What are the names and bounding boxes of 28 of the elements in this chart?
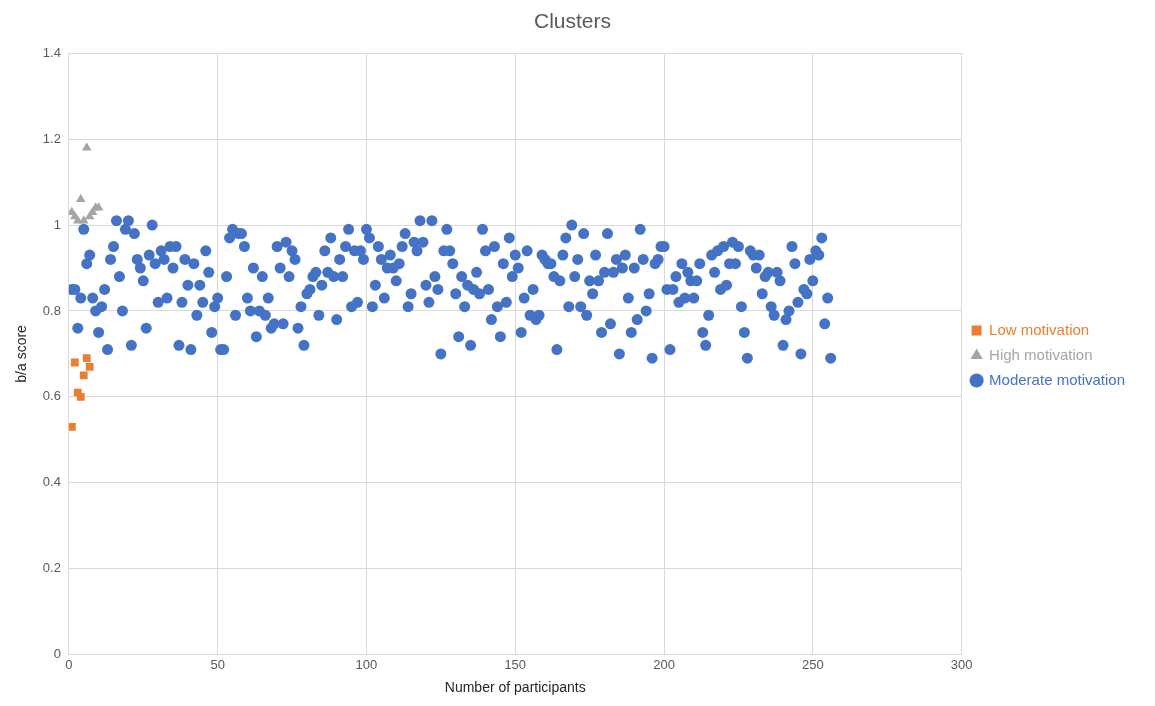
y-tick-label: 1.4 [42, 44, 61, 60]
y-axis-title: b/a score [13, 324, 30, 383]
point [76, 193, 86, 202]
x-tick-label: 250 [801, 656, 824, 672]
x-tick-label: 100 [355, 656, 378, 672]
x-tick-label: 0 [65, 656, 73, 672]
point [68, 423, 76, 431]
x-tick-label: 300 [950, 656, 973, 672]
legend-label: Moderate motivation [989, 370, 1126, 388]
point [79, 371, 88, 380]
point [85, 362, 94, 371]
point [82, 354, 91, 363]
y-tick-label: 0.2 [42, 560, 61, 576]
y-tick-label: 0.8 [42, 302, 61, 318]
x-tick-label: 150 [504, 656, 527, 672]
y-tick-label: 0.4 [42, 474, 61, 490]
legend-label: High motivation [989, 345, 1093, 363]
y-tick-label: 0 [53, 646, 61, 662]
point [70, 358, 79, 367]
chart-title: Clusters [533, 9, 612, 33]
y-tick-label: 0.6 [42, 388, 61, 404]
y-tick-label: 1 [53, 216, 61, 232]
x-tick-label: 50 [210, 656, 225, 672]
legend-label: Low motivation [989, 320, 1090, 338]
x-tick-label: 200 [653, 656, 675, 672]
point [76, 392, 85, 401]
y-tick-label: 1.2 [42, 130, 61, 146]
x-axis-title: Number of participants [444, 679, 586, 696]
